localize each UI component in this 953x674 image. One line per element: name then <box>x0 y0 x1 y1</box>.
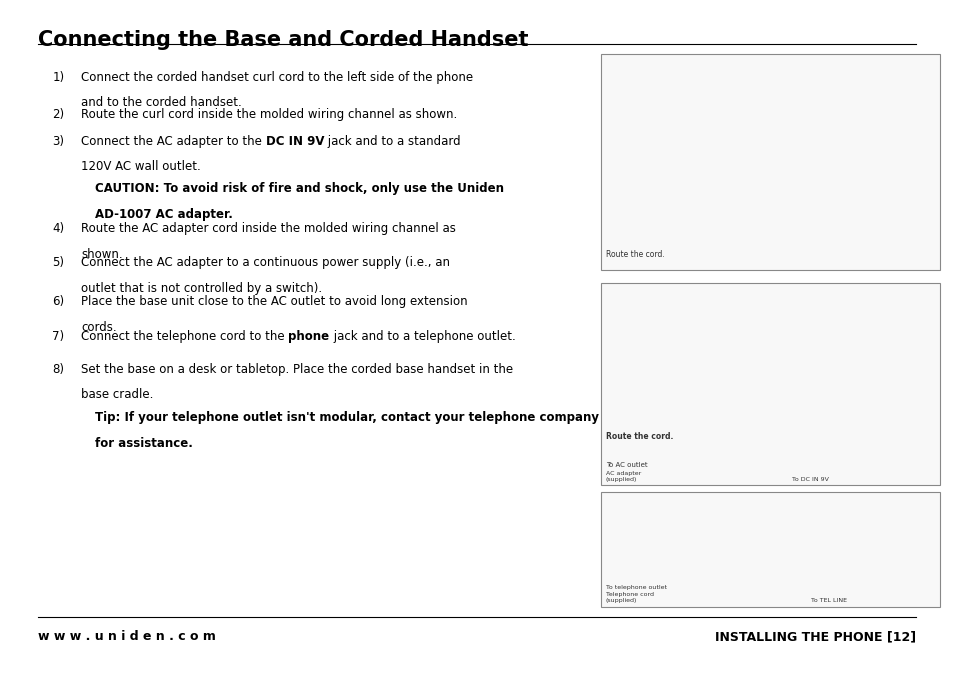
Text: Connecting the Base and Corded Handset: Connecting the Base and Corded Handset <box>38 30 528 51</box>
Text: Connect the telephone cord to the: Connect the telephone cord to the <box>81 330 288 343</box>
Text: AC adapter
(supplied): AC adapter (supplied) <box>605 471 640 482</box>
Text: 2): 2) <box>52 108 65 121</box>
Text: 3): 3) <box>52 135 65 148</box>
Text: jack and to a telephone outlet.: jack and to a telephone outlet. <box>329 330 515 343</box>
Bar <box>600 54 939 270</box>
Text: INSTALLING THE PHONE [12]: INSTALLING THE PHONE [12] <box>714 630 915 643</box>
Text: Tip: If your telephone outlet isn't modular, contact your telephone company: Tip: If your telephone outlet isn't modu… <box>95 411 598 424</box>
Text: base cradle.: base cradle. <box>81 388 153 401</box>
Text: outlet that is not controlled by a switch).: outlet that is not controlled by a switc… <box>81 282 322 295</box>
Text: AD-1007 AC adapter.: AD-1007 AC adapter. <box>95 208 233 220</box>
Text: 4): 4) <box>52 222 65 235</box>
Text: 8): 8) <box>52 363 65 375</box>
Text: Route the curl cord inside the molded wiring channel as shown.: Route the curl cord inside the molded wi… <box>81 108 456 121</box>
Text: 1): 1) <box>52 71 65 84</box>
Text: Connect the AC adapter to the: Connect the AC adapter to the <box>81 135 266 148</box>
Bar <box>600 492 939 607</box>
Text: To AC outlet: To AC outlet <box>605 462 647 468</box>
Text: CAUTION: To avoid risk of fire and shock, only use the Uniden: CAUTION: To avoid risk of fire and shock… <box>95 182 504 195</box>
Text: for assistance.: for assistance. <box>95 437 193 450</box>
Text: To DC IN 9V: To DC IN 9V <box>791 477 828 482</box>
Text: jack and to a standard: jack and to a standard <box>324 135 460 148</box>
Text: cords.: cords. <box>81 321 116 334</box>
Text: Route the cord.: Route the cord. <box>605 433 673 441</box>
Text: Connect the corded handset curl cord to the left side of the phone: Connect the corded handset curl cord to … <box>81 71 473 84</box>
Text: phone: phone <box>288 330 329 343</box>
Text: To TEL LINE: To TEL LINE <box>810 599 846 603</box>
Text: Connect the AC adapter to a continuous power supply (i.e., an: Connect the AC adapter to a continuous p… <box>81 256 450 269</box>
Text: w w w . u n i d e n . c o m: w w w . u n i d e n . c o m <box>38 630 215 643</box>
Text: and to the corded handset.: and to the corded handset. <box>81 96 242 109</box>
Text: To telephone outlet: To telephone outlet <box>605 585 666 590</box>
Text: Route the cord.: Route the cord. <box>605 251 664 259</box>
Text: Route the AC adapter cord inside the molded wiring channel as: Route the AC adapter cord inside the mol… <box>81 222 456 235</box>
Text: Place the base unit close to the AC outlet to avoid long extension: Place the base unit close to the AC outl… <box>81 295 467 308</box>
Text: Set the base on a desk or tabletop. Place the corded base handset in the: Set the base on a desk or tabletop. Plac… <box>81 363 513 375</box>
Text: 5): 5) <box>52 256 65 269</box>
Text: 6): 6) <box>52 295 65 308</box>
Bar <box>600 283 939 485</box>
Text: DC IN 9V: DC IN 9V <box>266 135 324 148</box>
Text: shown.: shown. <box>81 248 123 261</box>
Text: Telephone cord
(supplied): Telephone cord (supplied) <box>605 592 653 603</box>
Text: 120V AC wall outlet.: 120V AC wall outlet. <box>81 160 201 173</box>
Text: 7): 7) <box>52 330 65 343</box>
